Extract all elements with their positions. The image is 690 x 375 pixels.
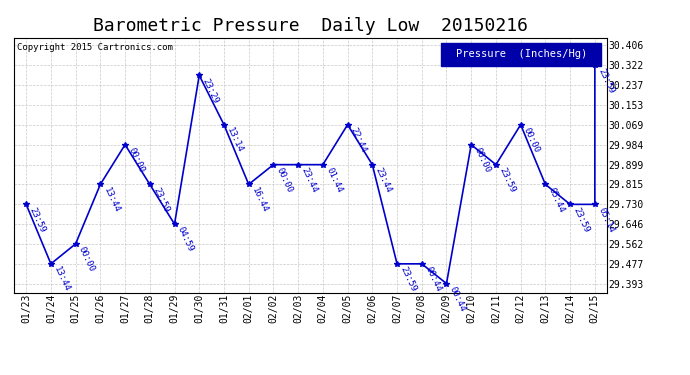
Text: 23:44: 23:44 (374, 166, 393, 194)
Text: 13:44: 13:44 (52, 265, 72, 293)
Text: 23:59: 23:59 (151, 186, 170, 214)
Text: 23:44: 23:44 (299, 166, 319, 194)
Title: Barometric Pressure  Daily Low  20150216: Barometric Pressure Daily Low 20150216 (93, 16, 528, 34)
Text: 16:44: 16:44 (250, 186, 270, 214)
Text: 00:00: 00:00 (77, 245, 97, 273)
Text: 00:00: 00:00 (473, 146, 492, 174)
Text: 00:00: 00:00 (275, 166, 295, 194)
FancyBboxPatch shape (441, 43, 601, 66)
Text: Pressure  (Inches/Hg): Pressure (Inches/Hg) (455, 49, 586, 59)
Text: 23:59: 23:59 (398, 265, 418, 293)
Text: Copyright 2015 Cartronics.com: Copyright 2015 Cartronics.com (17, 43, 172, 52)
Text: 23:29: 23:29 (201, 77, 220, 105)
Text: 00:44: 00:44 (448, 285, 467, 313)
Text: 00:00: 00:00 (522, 126, 542, 154)
Text: 00:00: 00:00 (126, 146, 146, 174)
Text: 23:59: 23:59 (596, 67, 615, 95)
Text: 22:44: 22:44 (349, 126, 368, 154)
Text: 23:59: 23:59 (571, 206, 591, 234)
Text: 04:59: 04:59 (176, 225, 195, 254)
Text: 05:44: 05:44 (546, 186, 566, 214)
Text: 23:59: 23:59 (28, 206, 47, 234)
Text: 05:14: 05:14 (596, 206, 615, 234)
Text: 13:44: 13:44 (101, 186, 121, 214)
Text: 23:59: 23:59 (497, 166, 517, 194)
Text: 01:44: 01:44 (324, 166, 344, 194)
Text: 00:44: 00:44 (423, 265, 443, 293)
Text: 13:14: 13:14 (226, 126, 245, 154)
